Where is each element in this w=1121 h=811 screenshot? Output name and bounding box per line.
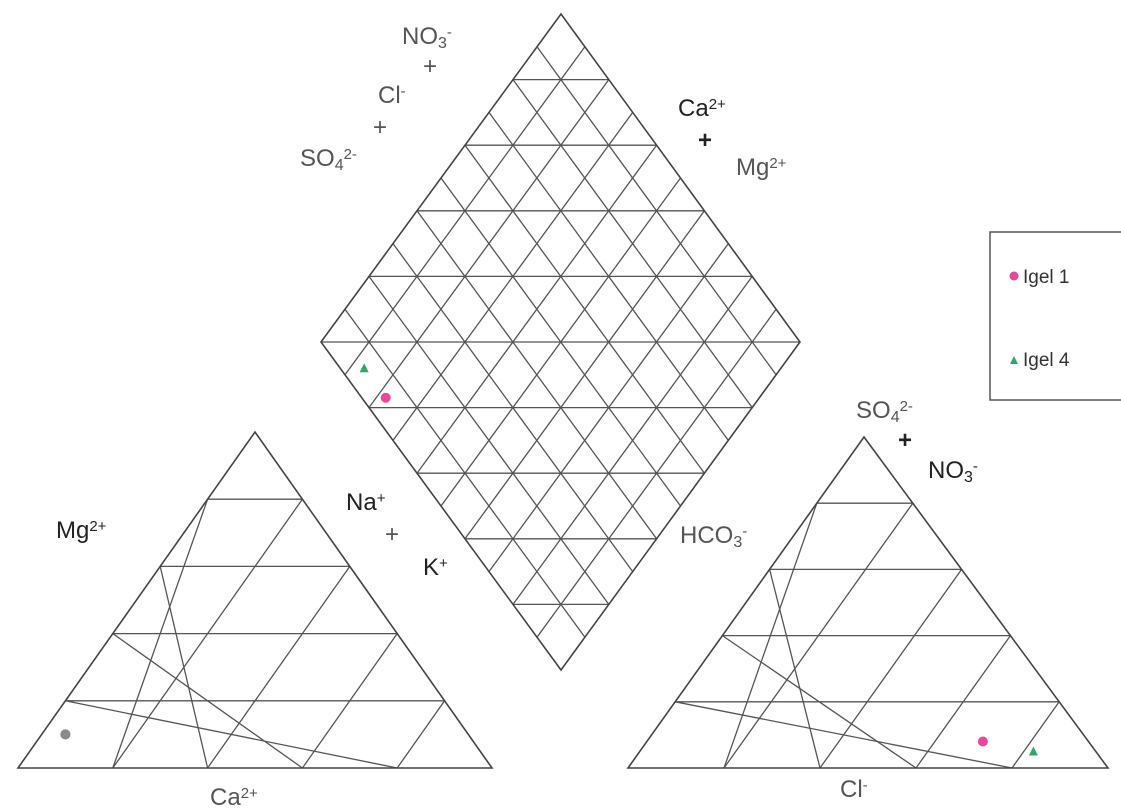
plot-outlines <box>16 12 1110 769</box>
diamond-outline <box>320 12 801 672</box>
diamond-grid-u-6 <box>464 144 705 474</box>
anion-triangle-grid-a-2 <box>819 569 963 769</box>
diamond-bottom-left-label: Na+ + K+ <box>346 489 448 581</box>
anion-point-igel-4 <box>1028 746 1038 756</box>
anion-triangle-grid-b-4 <box>675 701 1013 769</box>
label-plus-1: + <box>423 53 437 80</box>
cation-triangle-grid-b-4 <box>65 700 398 769</box>
legend-box <box>989 231 1121 401</box>
label-plus-4: + <box>385 521 399 548</box>
cation-triangle-grid-b-2 <box>159 566 209 769</box>
anion-point-igel-1 <box>977 736 988 747</box>
legend-label-igel-1: Igel 1 <box>1023 267 1069 288</box>
data-points <box>60 363 1038 756</box>
label-no3-anion: NO3- <box>928 457 978 486</box>
label-ca-cation: Ca2+ <box>210 784 258 811</box>
label-na: Na+ <box>346 489 386 516</box>
cation-triangle-grid-a-3 <box>301 633 398 769</box>
cation-triangle-grid-a-4 <box>396 700 446 769</box>
diamond-grid-u-8 <box>512 79 753 408</box>
cation-point-igel-4 <box>60 729 71 740</box>
label-cl-anion: Cl- <box>840 776 868 803</box>
label-so4-anion: SO42- <box>856 397 913 426</box>
diamond-top-right-label: Ca2+ + Mg2+ <box>678 95 787 181</box>
anion-triangle-grid-b-3 <box>722 635 917 769</box>
diamond-top-left-label: NO3- + Cl- + SO42- <box>300 23 452 174</box>
cation-triangle-grid-a-2 <box>207 566 351 769</box>
legend-entry-igel-1: Igel 1 <box>1009 267 1069 288</box>
legend-marker-igel-1 <box>1009 271 1019 281</box>
diamond-grid-v-6 <box>464 210 705 540</box>
diamond-grid-v-8 <box>512 276 753 605</box>
anion-triangle-grid-b-2 <box>768 569 821 769</box>
diamond-point-igel-4 <box>359 363 369 373</box>
grid-lines <box>65 46 1060 769</box>
legend-entry-igel-4: Igel 4 <box>1010 350 1070 371</box>
label-plus-5: + <box>898 427 912 454</box>
legend: Igel 1 Igel 4 <box>989 231 1121 401</box>
label-hco3: HCO3- <box>680 522 747 551</box>
diamond-point-igel-1 <box>380 392 391 403</box>
anion-triangle-grid-a-3 <box>915 635 1011 769</box>
legend-label-igel-4: Igel 4 <box>1023 350 1070 371</box>
label-k: K+ <box>423 554 448 581</box>
label-ca-top: Ca2+ <box>678 95 726 122</box>
cation-triangle-grid-b-3 <box>112 633 303 769</box>
anion-triangle-grid-a-4 <box>1011 701 1060 769</box>
label-plus-3: + <box>698 127 712 154</box>
anion-triangle-outline <box>626 435 1110 769</box>
cation-triangle-outline <box>16 430 494 769</box>
anion-top-label: SO42- + NO3- <box>856 397 978 486</box>
legend-marker-igel-4 <box>1010 356 1018 364</box>
label-cl: Cl- <box>378 82 406 109</box>
label-no3: NO3- <box>402 23 452 52</box>
label-mg-cation: Mg2+ <box>56 517 107 544</box>
label-plus-2: + <box>373 114 387 141</box>
label-mg-top: Mg2+ <box>736 154 787 181</box>
label-so4: SO42- <box>300 145 357 174</box>
